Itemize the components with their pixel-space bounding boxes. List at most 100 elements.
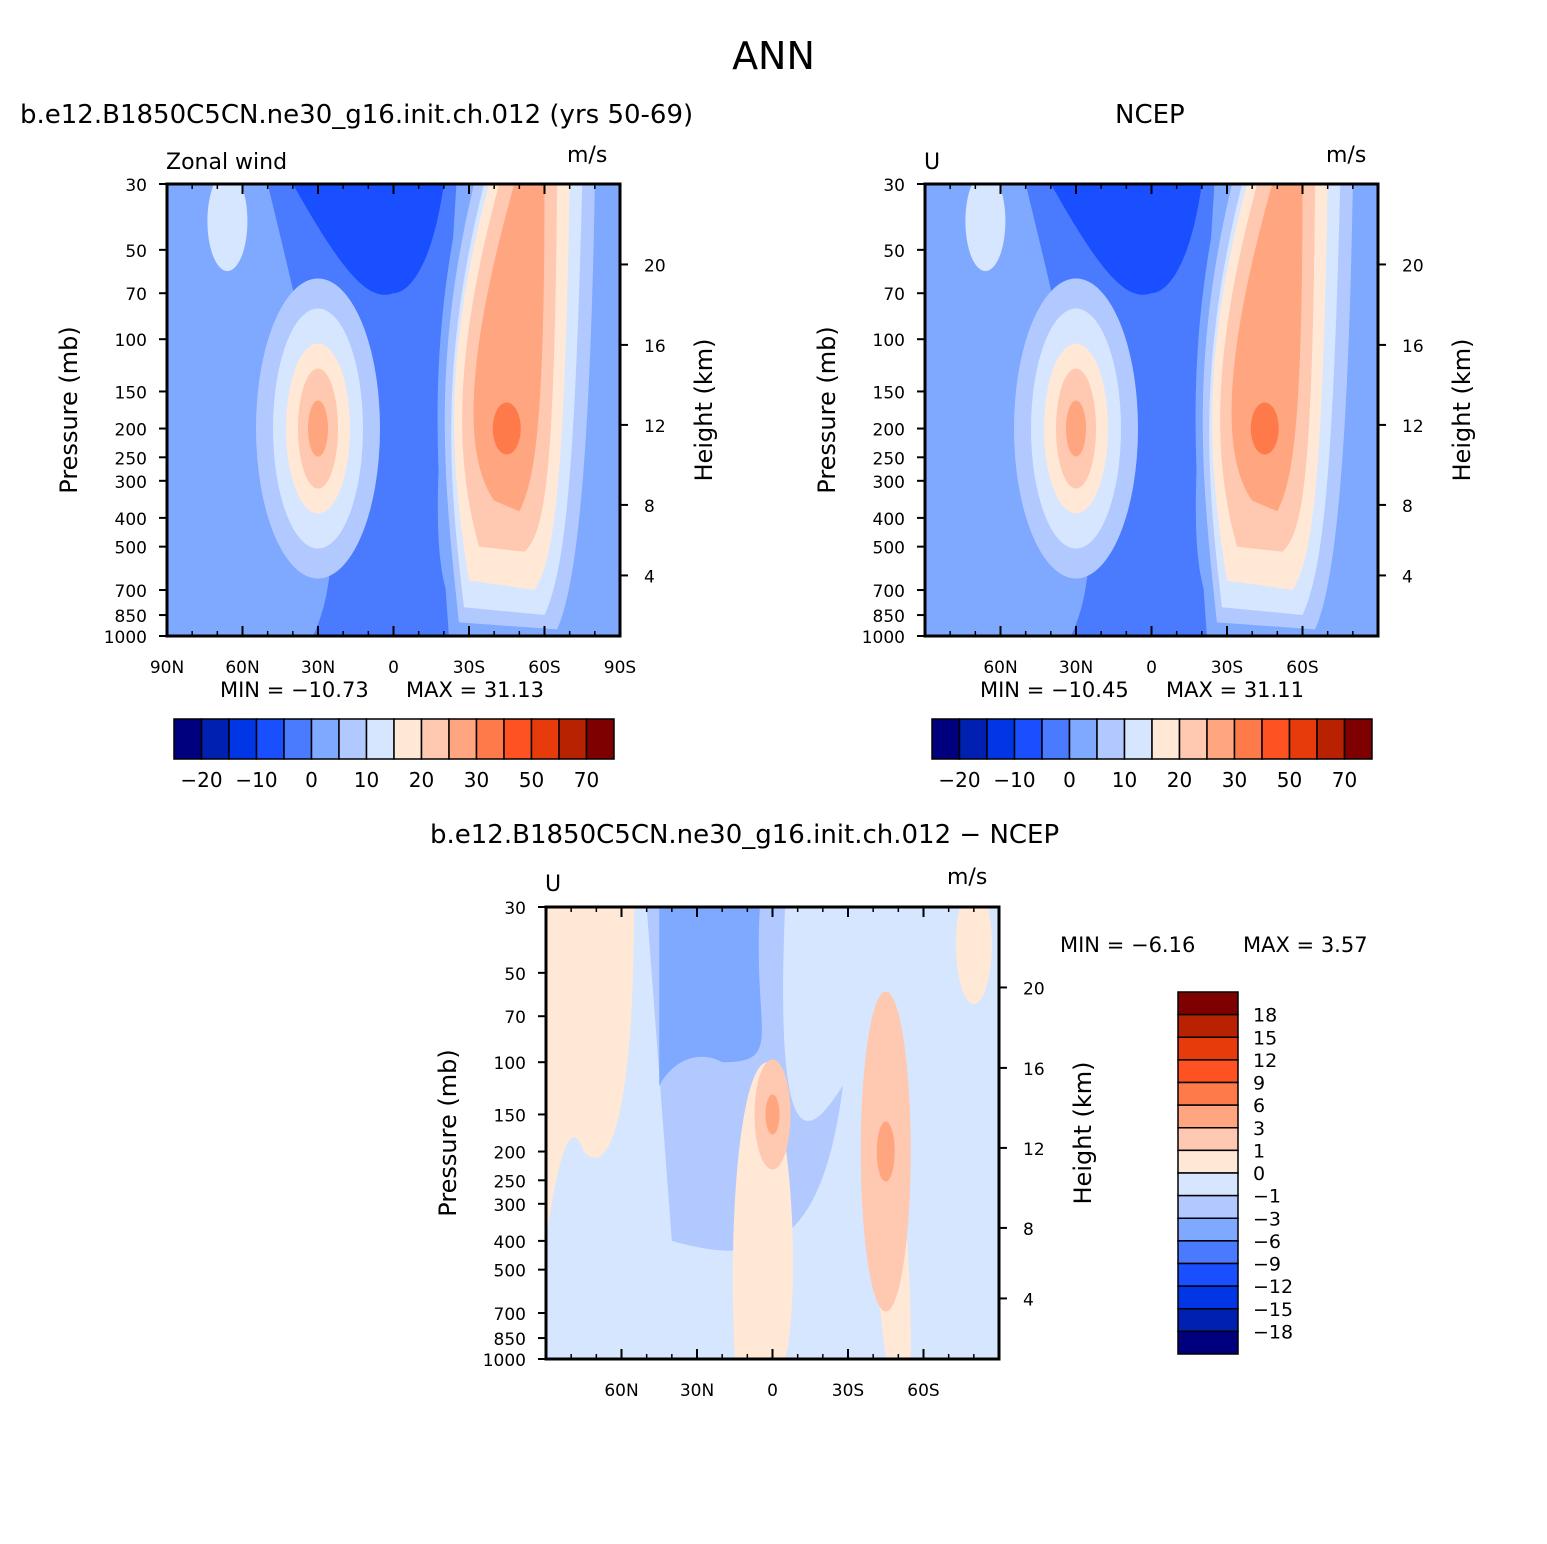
colorbar-cell bbox=[1151, 718, 1181, 760]
colorbar-cell bbox=[475, 718, 505, 760]
pressure-tick-label: 500 bbox=[115, 539, 147, 559]
pressure-tick-label: 300 bbox=[115, 473, 147, 493]
pressure-tick-label: 150 bbox=[494, 1106, 526, 1126]
panel3-min: MIN = −6.16 bbox=[1060, 933, 1196, 957]
colorbar-cell bbox=[338, 718, 368, 760]
colorbar-cell bbox=[1206, 718, 1236, 760]
contour-band-neg10 bbox=[1050, 184, 1202, 295]
y-axis-right-title: Height (km) bbox=[1448, 339, 1476, 482]
pressure-tick-label: 700 bbox=[873, 582, 905, 602]
contour-band-nh-pos25 bbox=[1066, 400, 1086, 457]
panel2-min: MIN = −10.45 bbox=[980, 678, 1129, 702]
colorbar-cell bbox=[1288, 718, 1318, 760]
diff-band-pos3 bbox=[765, 1094, 780, 1135]
lat-tick-label: 0 bbox=[767, 1381, 778, 1401]
diff-band-sh-pos3 bbox=[876, 1121, 895, 1182]
colorbar-label: −9 bbox=[1253, 1254, 1281, 1276]
colorbar-label: −10 bbox=[235, 768, 277, 792]
panel1-title: b.e12.B1850C5CN.ne30_g16.init.ch.012 (yr… bbox=[20, 100, 694, 130]
contour-band-pos25 bbox=[1231, 184, 1303, 512]
y-axis-title: Pressure (mb) bbox=[55, 326, 83, 493]
colorbar-label: 20 bbox=[1167, 768, 1192, 792]
pressure-tick-label: 150 bbox=[873, 383, 905, 403]
colorbar-cell bbox=[1041, 718, 1071, 760]
colorbar-cell bbox=[1177, 1240, 1239, 1265]
colorbar-cell bbox=[1261, 718, 1291, 760]
y-axis-title: Pressure (mb) bbox=[813, 326, 841, 493]
pressure-tick-label: 300 bbox=[494, 1196, 526, 1216]
panel2-units: m/s bbox=[1326, 143, 1367, 168]
colorbar-label: 0 bbox=[1063, 768, 1076, 792]
colorbar-cell bbox=[530, 718, 560, 760]
height-tick-label: 20 bbox=[1023, 979, 1045, 999]
y-axis-right-title: Height (km) bbox=[1069, 1062, 1097, 1205]
colorbar-label: 3 bbox=[1253, 1118, 1265, 1140]
colorbar-cell bbox=[1096, 718, 1126, 760]
colorbar-cell bbox=[200, 718, 230, 760]
colorbar-label: 18 bbox=[1253, 1005, 1277, 1027]
colorbar-label: 10 bbox=[1112, 768, 1137, 792]
height-tick-label: 16 bbox=[1023, 1060, 1045, 1080]
lat-tick-label: 60N bbox=[604, 1381, 638, 1401]
colorbar-label: 50 bbox=[1277, 768, 1302, 792]
panel2-title: NCEP bbox=[1115, 100, 1185, 130]
colorbar-cell bbox=[228, 718, 258, 760]
lat-tick-label: 90N bbox=[150, 658, 184, 678]
colorbar-label: −1 bbox=[1253, 1186, 1281, 1208]
colorbar-cell bbox=[986, 718, 1016, 760]
contour-band-polar bbox=[207, 184, 248, 271]
colorbar-label: −10 bbox=[993, 768, 1035, 792]
pressure-tick-label: 200 bbox=[494, 1144, 526, 1164]
colorbar-label: 12 bbox=[1253, 1050, 1277, 1072]
height-tick-label: 16 bbox=[1402, 337, 1424, 357]
colorbar-cell bbox=[1177, 1149, 1239, 1174]
height-tick-label: 12 bbox=[644, 417, 666, 437]
lat-tick-label: 60N bbox=[225, 658, 259, 678]
panel1-left-label: Zonal wind bbox=[166, 150, 288, 175]
diff-band-pos0 bbox=[546, 907, 635, 1241]
height-tick-label: 8 bbox=[644, 497, 655, 517]
colorbar-cell bbox=[1177, 1127, 1239, 1152]
contour-band-pos25 bbox=[473, 184, 545, 512]
colorbar-label: −20 bbox=[938, 768, 980, 792]
lat-tick-label: 0 bbox=[388, 658, 399, 678]
colorbar-label: −15 bbox=[1253, 1299, 1293, 1321]
lat-tick-label: 30N bbox=[680, 1381, 714, 1401]
diff-band-neg3 bbox=[659, 907, 762, 1086]
panel2-left-label: U bbox=[924, 150, 941, 175]
pressure-tick-label: 850 bbox=[873, 607, 905, 627]
colorbar-cell bbox=[1177, 1217, 1239, 1242]
colorbar-label: −20 bbox=[180, 768, 222, 792]
pressure-tick-label: 250 bbox=[115, 449, 147, 469]
colorbar-cell bbox=[1177, 1330, 1239, 1355]
colorbar-label: 70 bbox=[1332, 768, 1357, 792]
contour-band-pos30 bbox=[1250, 402, 1279, 455]
pressure-tick-label: 700 bbox=[115, 582, 147, 602]
pressure-tick-label: 250 bbox=[873, 449, 905, 469]
colorbar-cell bbox=[1068, 718, 1098, 760]
colorbar-label: 9 bbox=[1253, 1073, 1265, 1095]
colorbar-cell bbox=[310, 718, 340, 760]
pressure-tick-label: 200 bbox=[115, 421, 147, 441]
colorbar-cell bbox=[1177, 1262, 1239, 1287]
colorbar-cell bbox=[1177, 1104, 1239, 1129]
lat-tick-label: 0 bbox=[1146, 658, 1157, 678]
colorbar-cell bbox=[1177, 991, 1239, 1016]
colorbar-cell bbox=[1013, 718, 1043, 760]
height-tick-label: 4 bbox=[644, 567, 655, 587]
pressure-tick-label: 400 bbox=[494, 1233, 526, 1253]
colorbar-label: 30 bbox=[464, 768, 489, 792]
pressure-tick-label: 200 bbox=[873, 421, 905, 441]
pressure-tick-label: 1000 bbox=[104, 628, 147, 648]
height-tick-label: 12 bbox=[1402, 417, 1424, 437]
pressure-tick-label: 70 bbox=[883, 285, 905, 305]
pressure-tick-label: 70 bbox=[125, 285, 147, 305]
colorbar-label: 10 bbox=[354, 768, 379, 792]
pressure-tick-label: 1000 bbox=[862, 628, 905, 648]
colorbar-cell bbox=[1178, 718, 1208, 760]
colorbar-cell bbox=[1177, 1308, 1239, 1333]
panel1-max: MAX = 31.13 bbox=[406, 678, 544, 702]
diff-band-sh-high bbox=[955, 907, 992, 1005]
colorbar-cell bbox=[1177, 1081, 1239, 1106]
